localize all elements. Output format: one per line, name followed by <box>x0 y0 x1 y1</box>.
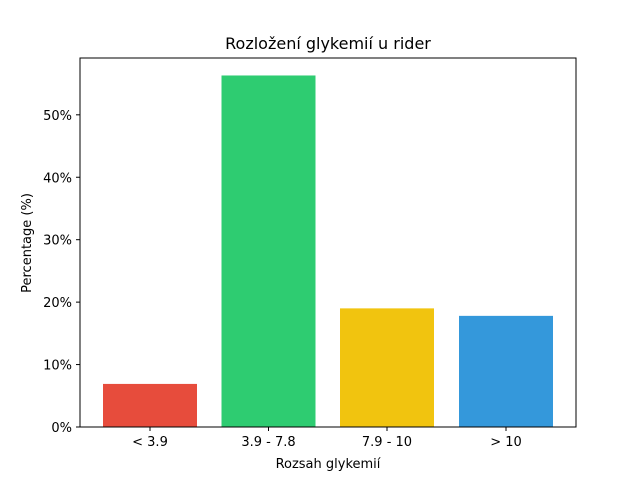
x-tick-label: < 3.9 <box>132 435 168 450</box>
x-axis-label: Rozsah glykemií <box>276 457 381 472</box>
x-axis: < 3.9 3.9 - 7.8 7.9 - 10 > 10 <box>132 427 522 450</box>
y-tick-label: 50% <box>43 109 72 124</box>
bar <box>459 315 553 427</box>
y-tick-label: 40% <box>43 171 72 186</box>
x-tick-label: 3.9 - 7.8 <box>241 435 295 450</box>
x-tick-label: 7.9 - 10 <box>362 435 412 450</box>
bars-group <box>103 75 553 427</box>
y-axis-label: Percentage (%) <box>20 193 35 293</box>
bar <box>103 383 197 427</box>
y-tick-label: 30% <box>43 234 72 249</box>
y-tick-label: 0% <box>51 421 72 436</box>
bar <box>340 308 434 427</box>
plot-frame <box>79 57 577 428</box>
y-tick-label: 20% <box>43 296 72 311</box>
y-axis: 0% 10% 20% 30% 40% 50% <box>43 109 80 436</box>
x-tick-label: > 10 <box>490 435 522 450</box>
y-tick-label: 10% <box>43 359 72 374</box>
chart-title: Rozložení glykemií u rider <box>225 34 431 53</box>
bar <box>221 75 316 427</box>
